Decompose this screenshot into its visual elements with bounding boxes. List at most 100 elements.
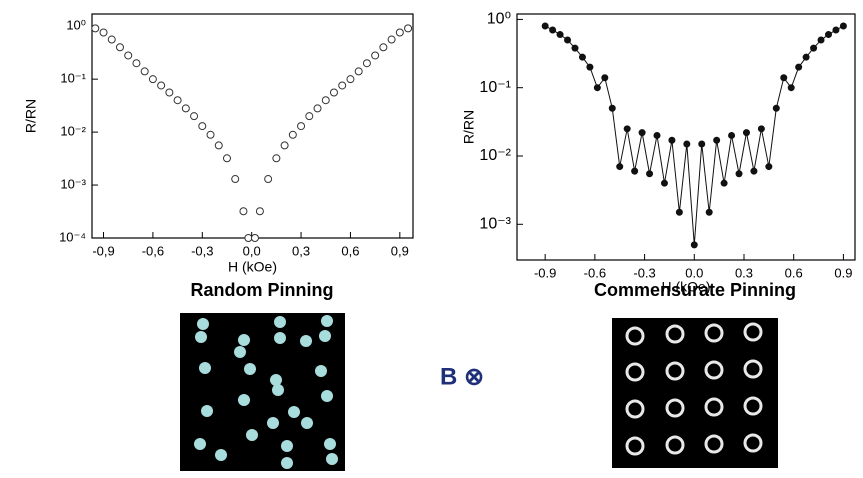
data-line [544, 25, 844, 245]
data-point [231, 175, 240, 184]
data-point [750, 167, 758, 175]
data-point [795, 63, 803, 71]
data-point [646, 170, 654, 178]
data-point [623, 125, 631, 133]
data-point [148, 75, 157, 84]
data-point [839, 22, 847, 30]
x-tick-label: -0,9 [92, 243, 114, 258]
data-point [690, 241, 698, 249]
data-point [802, 53, 810, 61]
data-point [571, 44, 579, 52]
y-tick-label: 10⁻³ [479, 216, 511, 233]
x-axis-label: H (kOe) [228, 259, 277, 275]
data-point [608, 104, 616, 112]
data-point [387, 35, 396, 44]
data-point [742, 129, 750, 137]
data-point [586, 63, 594, 71]
data-point [132, 59, 141, 68]
data-point [181, 104, 190, 113]
data-point [272, 154, 281, 163]
data-point [564, 36, 572, 44]
data-point [404, 24, 413, 33]
data-point [713, 136, 721, 144]
plot-frame [91, 13, 414, 239]
y-axis-label: R/RN [23, 99, 39, 133]
data-point [206, 130, 215, 139]
data-point [239, 207, 248, 216]
x-tick-label: 0.0 [685, 265, 703, 280]
data-point [297, 122, 306, 131]
data-point [198, 122, 207, 131]
y-tick-label: 10⁻³ [60, 176, 86, 191]
data-point [91, 24, 100, 33]
data-point [698, 140, 706, 148]
data-point [305, 112, 314, 121]
data-point [601, 74, 609, 82]
data-point [264, 175, 273, 184]
data-point [593, 84, 601, 92]
x-tick-label: 0,6 [341, 243, 359, 258]
data-point [735, 170, 743, 178]
data-point [668, 136, 676, 144]
x-tick-label: -0.6 [584, 265, 606, 280]
data-point [173, 96, 182, 105]
data-point [787, 84, 795, 92]
data-point [288, 130, 297, 139]
data-point [362, 59, 371, 68]
data-point [728, 131, 736, 139]
x-tick-label: 0.9 [834, 265, 852, 280]
data-point [675, 208, 683, 216]
commensurate-pinning-image [612, 318, 778, 468]
data-point [395, 28, 404, 37]
x-tick-label: -0,3 [191, 243, 213, 258]
data-point [371, 51, 380, 60]
data-point [107, 35, 116, 44]
data-point [255, 207, 264, 216]
data-point [244, 234, 253, 242]
data-point [780, 74, 788, 82]
data-point [541, 22, 549, 30]
data-point [313, 104, 322, 113]
random-pinning-image [180, 313, 345, 471]
data-point [321, 96, 330, 105]
data-point [653, 131, 661, 139]
y-tick-label: 10⁻² [479, 147, 511, 164]
data-point [683, 140, 691, 148]
data-point [140, 67, 149, 76]
x-tick-label: 0,9 [391, 243, 409, 258]
data-point [379, 43, 388, 52]
y-tick-label: 10⁻¹ [479, 79, 511, 96]
data-point [549, 26, 557, 34]
data-point [354, 67, 363, 76]
data-point [832, 26, 840, 34]
caption: Commensurate Pinning [594, 280, 796, 300]
data-point [157, 81, 166, 90]
data-point [810, 44, 818, 52]
data-point [124, 51, 133, 60]
y-tick-label: 10⁻¹ [60, 71, 86, 86]
data-point [280, 141, 289, 150]
y-axis-label: R/RN [461, 110, 477, 144]
data-point [338, 81, 347, 90]
data-point [346, 75, 355, 84]
plot-frame [516, 13, 856, 261]
x-axis-label: H (kOe) [662, 279, 711, 295]
x-tick-label: 0,3 [292, 243, 310, 258]
data-point [772, 104, 780, 112]
data-point [660, 179, 668, 187]
data-point [222, 154, 231, 163]
y-tick-label: 10⁰ [66, 18, 86, 33]
x-tick-label: 0,0 [243, 243, 261, 258]
x-tick-label: -0,6 [142, 243, 164, 258]
y-tick-label: 10⁰ [487, 11, 511, 28]
data-point [165, 88, 174, 97]
data-point [556, 31, 564, 39]
data-point [705, 208, 713, 216]
data-point [115, 43, 124, 52]
x-tick-label: -0.9 [534, 265, 556, 280]
data-point [757, 125, 765, 133]
data-point [190, 112, 199, 121]
x-tick-label: -0.3 [633, 265, 655, 280]
